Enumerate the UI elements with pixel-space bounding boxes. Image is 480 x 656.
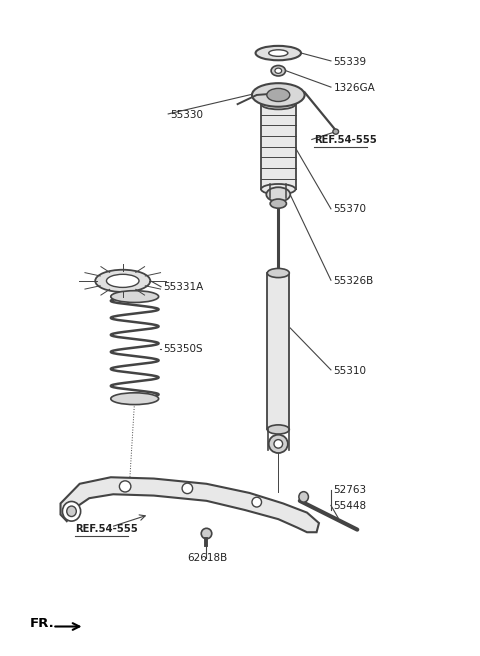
Text: 55370: 55370: [333, 204, 366, 214]
Ellipse shape: [107, 274, 139, 287]
Ellipse shape: [252, 83, 305, 107]
Ellipse shape: [266, 187, 290, 201]
Text: 52763: 52763: [333, 485, 366, 495]
Ellipse shape: [267, 268, 289, 277]
Text: 55326B: 55326B: [333, 276, 373, 286]
Text: FR.: FR.: [29, 617, 54, 630]
Ellipse shape: [269, 435, 288, 453]
Text: 1326GA: 1326GA: [333, 83, 375, 93]
Ellipse shape: [67, 506, 76, 516]
Ellipse shape: [182, 483, 192, 493]
Text: 55310: 55310: [333, 365, 366, 375]
Polygon shape: [60, 478, 319, 532]
Ellipse shape: [95, 270, 150, 292]
Bar: [261, 104, 296, 189]
Ellipse shape: [269, 50, 288, 56]
Ellipse shape: [111, 393, 158, 405]
Ellipse shape: [333, 129, 338, 134]
Ellipse shape: [261, 99, 296, 110]
Text: 55339: 55339: [333, 57, 366, 67]
Text: REF.54-555: REF.54-555: [75, 524, 138, 534]
Text: 62618B: 62618B: [187, 554, 228, 564]
Text: REF.54-555: REF.54-555: [314, 135, 377, 145]
Ellipse shape: [271, 66, 286, 76]
Text: 55331A: 55331A: [163, 282, 204, 292]
Ellipse shape: [261, 184, 296, 194]
Text: 55448: 55448: [333, 501, 366, 511]
Ellipse shape: [111, 291, 158, 302]
Text: 55350S: 55350S: [163, 344, 203, 354]
Ellipse shape: [267, 425, 289, 434]
Text: 55330: 55330: [170, 110, 204, 119]
Bar: [267, 273, 289, 430]
Ellipse shape: [270, 199, 287, 208]
Ellipse shape: [201, 528, 212, 539]
Ellipse shape: [299, 491, 309, 502]
Ellipse shape: [255, 46, 301, 60]
Ellipse shape: [252, 497, 262, 507]
Ellipse shape: [275, 68, 282, 73]
Ellipse shape: [62, 501, 81, 521]
Ellipse shape: [267, 89, 290, 102]
Ellipse shape: [120, 481, 131, 492]
Ellipse shape: [274, 440, 283, 448]
